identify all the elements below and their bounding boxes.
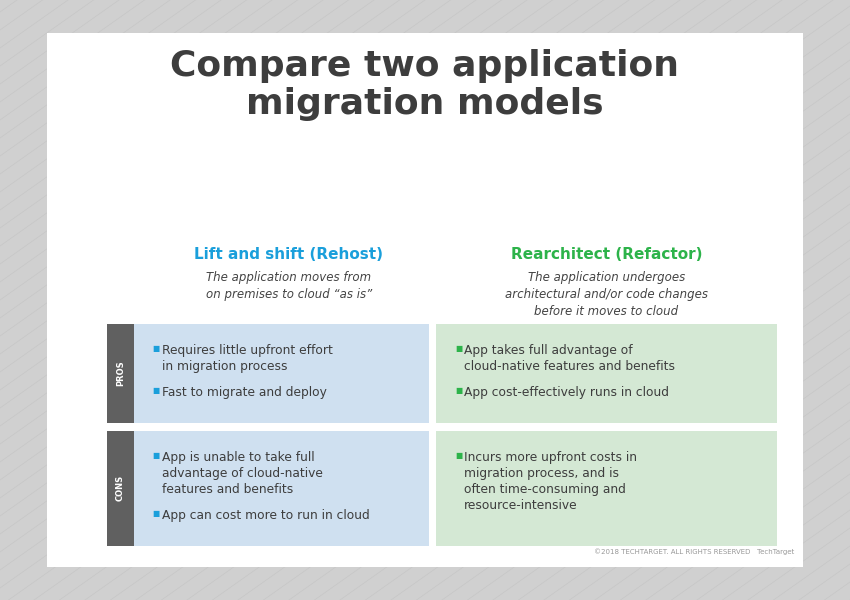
Text: The application moves from
on premises to cloud “as is”: The application moves from on premises t… bbox=[206, 271, 372, 301]
Text: Lift and shift (Rehost): Lift and shift (Rehost) bbox=[195, 247, 383, 262]
Text: Rearchitect (Refactor): Rearchitect (Refactor) bbox=[511, 247, 702, 262]
Text: ■: ■ bbox=[456, 344, 462, 353]
Text: App takes full advantage of
cloud-native features and benefits: App takes full advantage of cloud-native… bbox=[464, 344, 676, 373]
Text: ■: ■ bbox=[153, 344, 160, 353]
Text: Incurs more upfront costs in
migration process, and is
often time-consuming and
: Incurs more upfront costs in migration p… bbox=[464, 451, 638, 512]
Text: The application undergoes
architectural and/or code changes
before it moves to c: The application undergoes architectural … bbox=[505, 271, 708, 317]
Text: App can cost more to run in cloud: App can cost more to run in cloud bbox=[162, 509, 370, 522]
Text: ■: ■ bbox=[153, 386, 160, 395]
Bar bbox=[436, 324, 777, 423]
Text: ■: ■ bbox=[456, 451, 462, 460]
Text: App is unable to take full
advantage of cloud-native
features and benefits: App is unable to take full advantage of … bbox=[162, 451, 323, 496]
Bar bbox=[107, 324, 133, 423]
Bar bbox=[47, 33, 803, 567]
Bar bbox=[133, 431, 428, 545]
Text: Compare two application
migration models: Compare two application migration models bbox=[171, 49, 679, 121]
Text: ■: ■ bbox=[153, 451, 160, 460]
Text: ©2018 TECHTARGET. ALL RIGHTS RESERVED   TechTarget: ©2018 TECHTARGET. ALL RIGHTS RESERVED Te… bbox=[594, 548, 795, 555]
Bar bbox=[133, 324, 428, 423]
Text: ■: ■ bbox=[456, 386, 462, 395]
Text: Requires little upfront effort
in migration process: Requires little upfront effort in migrat… bbox=[162, 344, 332, 373]
Text: ■: ■ bbox=[153, 509, 160, 518]
Bar bbox=[107, 431, 133, 545]
Bar bbox=[436, 431, 777, 545]
Text: PROS: PROS bbox=[116, 361, 125, 386]
Text: Fast to migrate and deploy: Fast to migrate and deploy bbox=[162, 386, 326, 399]
Text: App cost-effectively runs in cloud: App cost-effectively runs in cloud bbox=[464, 386, 669, 399]
Text: CONS: CONS bbox=[116, 475, 125, 501]
